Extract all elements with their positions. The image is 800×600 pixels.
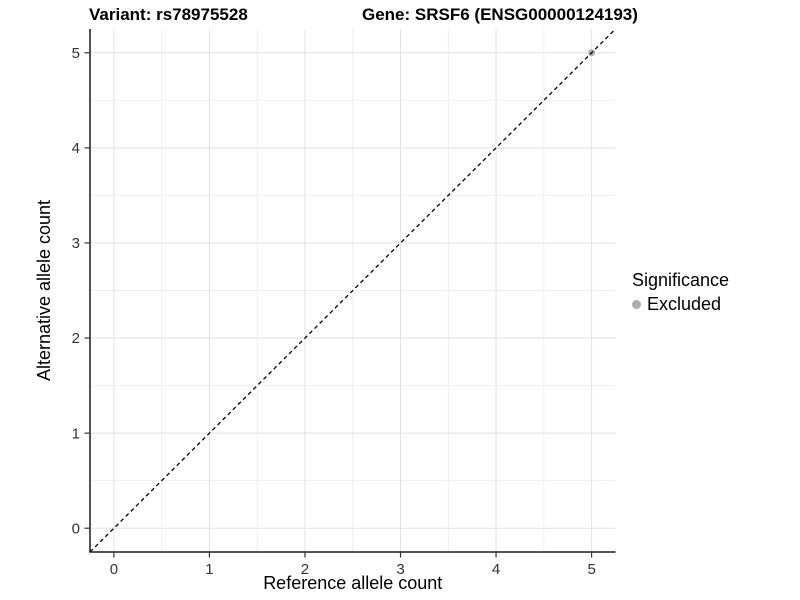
- legend-item-label: Excluded: [647, 294, 722, 314]
- x-tick-label: 2: [301, 561, 309, 578]
- y-axis-title: Alternative allele count: [34, 200, 54, 381]
- x-tick-label: 3: [396, 561, 404, 578]
- x-axis-title: Reference allele count: [263, 573, 442, 593]
- identity-line: [89, 28, 616, 553]
- y-tick-label: 0: [72, 520, 80, 537]
- y-tick-label: 2: [72, 330, 80, 347]
- plot-title-variant: Variant: rs78975528: [89, 5, 248, 24]
- x-tick-label: 1: [205, 561, 213, 578]
- legend: Significance Excluded: [630, 270, 729, 315]
- y-tick-label: 4: [72, 140, 80, 157]
- x-tick-label: 4: [492, 561, 500, 578]
- y-tick-label: 1: [72, 425, 80, 442]
- legend-title: Significance: [632, 270, 730, 290]
- y-tick-label: 5: [72, 45, 80, 62]
- x-tick-label: 0: [110, 561, 118, 578]
- legend-item-excluded: Excluded: [632, 294, 729, 315]
- legend-point-icon: [632, 300, 641, 309]
- plot-title-gene: Gene: SRSF6 (ENSG00000124193): [362, 5, 638, 24]
- x-tick-label: 5: [587, 561, 595, 578]
- y-tick-label: 3: [72, 235, 80, 252]
